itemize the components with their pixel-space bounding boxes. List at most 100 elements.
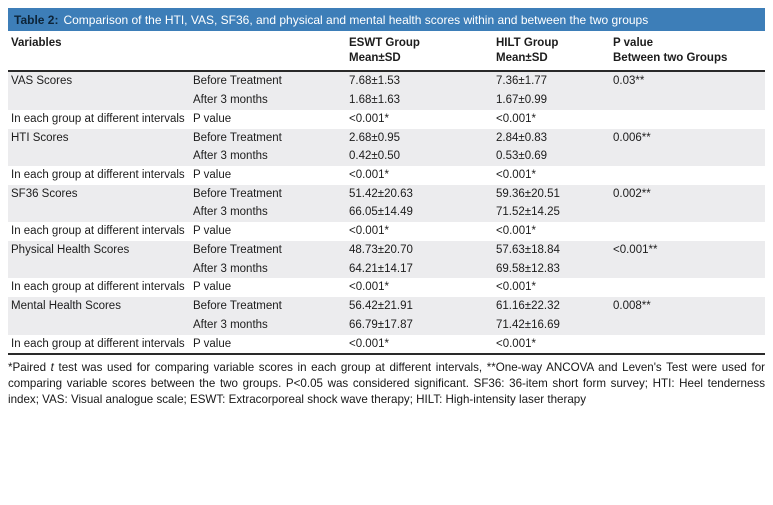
cell-eswt-value: 2.68±0.95 xyxy=(346,128,493,148)
footnote-italic-t: t xyxy=(50,361,54,375)
table-header: Variables ESWT Group Mean±SD HILT Group … xyxy=(8,31,765,73)
cell-hilt-value: 0.53±0.69 xyxy=(493,147,610,167)
cell-eswt-value: 66.05±14.49 xyxy=(346,203,493,223)
column-header-timepoint xyxy=(190,31,346,73)
cell-hilt-value: 57.63±18.84 xyxy=(493,240,610,260)
column-header-eswt: ESWT Group Mean±SD xyxy=(346,31,493,73)
cell-eswt-value: <0.001* xyxy=(346,109,493,129)
cell-eswt-value: <0.001* xyxy=(346,166,493,185)
cell-hilt-value: 71.52±14.25 xyxy=(493,203,610,223)
cell-timepoint: P value xyxy=(190,109,346,129)
eswt-header-line1: ESWT Group xyxy=(349,37,420,49)
cell-pvalue-between: 0.006** xyxy=(610,128,765,148)
cell-eswt-value: 56.42±21.91 xyxy=(346,297,493,316)
table-row-physical-after: After 3 months 64.21±14.17 69.58±12.83 xyxy=(8,259,765,279)
hilt-header-line2: Mean±SD xyxy=(496,51,548,64)
cell-hilt-value: 2.84±0.83 xyxy=(493,128,610,148)
cell-variable: SF36 Scores xyxy=(8,184,190,204)
pvalue-header-line1: P value xyxy=(613,37,654,49)
cell-hilt-value: <0.001* xyxy=(493,222,610,241)
cell-eswt-value: 1.68±1.63 xyxy=(346,91,493,110)
cell-pvalue-between xyxy=(610,203,765,223)
cell-pvalue-between xyxy=(610,278,765,298)
cell-timepoint: P value xyxy=(190,278,346,298)
cell-variable: VAS Scores xyxy=(8,71,190,92)
comparison-table: Variables ESWT Group Mean±SD HILT Group … xyxy=(8,31,765,356)
cell-variable xyxy=(8,91,190,110)
table-row-vas-before: VAS Scores Before Treatment 7.68±1.53 7.… xyxy=(8,71,765,92)
table-row-vas-after: After 3 months 1.68±1.63 1.67±0.99 xyxy=(8,91,765,110)
cell-hilt-value: <0.001* xyxy=(493,278,610,298)
table-row-vas-within: In each group at different intervals P v… xyxy=(8,109,765,129)
cell-hilt-value: 69.58±12.83 xyxy=(493,259,610,279)
cell-pvalue-between xyxy=(610,166,765,185)
table-row-mental-before: Mental Health Scores Before Treatment 56… xyxy=(8,297,765,316)
cell-pvalue-between xyxy=(610,334,765,356)
cell-timepoint: P value xyxy=(190,334,346,356)
footnote-part2: test was used for comparing variable sco… xyxy=(8,361,766,406)
cell-timepoint: After 3 months xyxy=(190,91,346,110)
cell-timepoint: After 3 months xyxy=(190,147,346,167)
cell-eswt-value: 51.42±20.63 xyxy=(346,184,493,204)
cell-variable: In each group at different intervals xyxy=(8,109,190,129)
table-row-mental-after: After 3 months 66.79±17.87 71.42±16.69 xyxy=(8,315,765,335)
cell-timepoint: Before Treatment xyxy=(190,128,346,148)
cell-variable xyxy=(8,147,190,167)
cell-pvalue-between: 0.03** xyxy=(610,71,765,92)
table-row-hti-within: In each group at different intervals P v… xyxy=(8,166,765,185)
cell-eswt-value: 0.42±0.50 xyxy=(346,147,493,167)
cell-timepoint: After 3 months xyxy=(190,315,346,335)
table-body: VAS Scores Before Treatment 7.68±1.53 7.… xyxy=(8,71,765,356)
cell-eswt-value: 7.68±1.53 xyxy=(346,71,493,92)
cell-pvalue-between: 0.002** xyxy=(610,184,765,204)
cell-variable: In each group at different intervals xyxy=(8,222,190,241)
table-row-hti-after: After 3 months 0.42±0.50 0.53±0.69 xyxy=(8,147,765,167)
table-row-physical-within: In each group at different intervals P v… xyxy=(8,278,765,298)
table-row-sf36-before: SF36 Scores Before Treatment 51.42±20.63… xyxy=(8,184,765,204)
table-row-mental-within: In each group at different intervals P v… xyxy=(8,334,765,356)
cell-timepoint: P value xyxy=(190,166,346,185)
cell-hilt-value: 59.36±20.51 xyxy=(493,184,610,204)
cell-hilt-value: 71.42±16.69 xyxy=(493,315,610,335)
cell-pvalue-between xyxy=(610,222,765,241)
hilt-header-line1: HILT Group xyxy=(496,37,559,49)
cell-variable: Physical Health Scores xyxy=(8,240,190,260)
cell-timepoint: After 3 months xyxy=(190,259,346,279)
cell-timepoint: After 3 months xyxy=(190,203,346,223)
cell-timepoint: Before Treatment xyxy=(190,71,346,92)
cell-hilt-value: <0.001* xyxy=(493,334,610,356)
cell-hilt-value: 61.16±22.32 xyxy=(493,297,610,316)
table-row-hti-before: HTI Scores Before Treatment 2.68±0.95 2.… xyxy=(8,128,765,148)
cell-timepoint: Before Treatment xyxy=(190,184,346,204)
cell-pvalue-between xyxy=(610,315,765,335)
column-header-variables: Variables xyxy=(8,31,190,73)
cell-variable xyxy=(8,203,190,223)
cell-variable: HTI Scores xyxy=(8,128,190,148)
header-row: Variables ESWT Group Mean±SD HILT Group … xyxy=(8,31,765,73)
cell-pvalue-between xyxy=(610,259,765,279)
table-number-label: Table 2: xyxy=(14,12,59,27)
cell-hilt-value: <0.001* xyxy=(493,166,610,185)
cell-hilt-value: 7.36±1.77 xyxy=(493,71,610,92)
table-row-sf36-after: After 3 months 66.05±14.49 71.52±14.25 xyxy=(8,203,765,223)
cell-pvalue-between xyxy=(610,109,765,129)
cell-timepoint: P value xyxy=(190,222,346,241)
cell-timepoint: Before Treatment xyxy=(190,297,346,316)
cell-eswt-value: <0.001* xyxy=(346,278,493,298)
cell-hilt-value: 1.67±0.99 xyxy=(493,91,610,110)
cell-variable xyxy=(8,259,190,279)
cell-eswt-value: <0.001* xyxy=(346,334,493,356)
column-header-pvalue: P value Between two Groups xyxy=(610,31,765,73)
column-header-hilt: HILT Group Mean±SD xyxy=(493,31,610,73)
cell-timepoint: Before Treatment xyxy=(190,240,346,260)
table-row-sf36-within: In each group at different intervals P v… xyxy=(8,222,765,241)
table-title-bar: Table 2: Comparison of the HTI, VAS, SF3… xyxy=(8,8,765,31)
cell-pvalue-between xyxy=(610,147,765,167)
cell-pvalue-between: <0.001** xyxy=(610,240,765,260)
cell-hilt-value: <0.001* xyxy=(493,109,610,129)
cell-variable: In each group at different intervals xyxy=(8,166,190,185)
cell-eswt-value: 66.79±17.87 xyxy=(346,315,493,335)
table-title-text: Comparison of the HTI, VAS, SF36, and ph… xyxy=(63,12,649,27)
cell-variable: Mental Health Scores xyxy=(8,297,190,316)
